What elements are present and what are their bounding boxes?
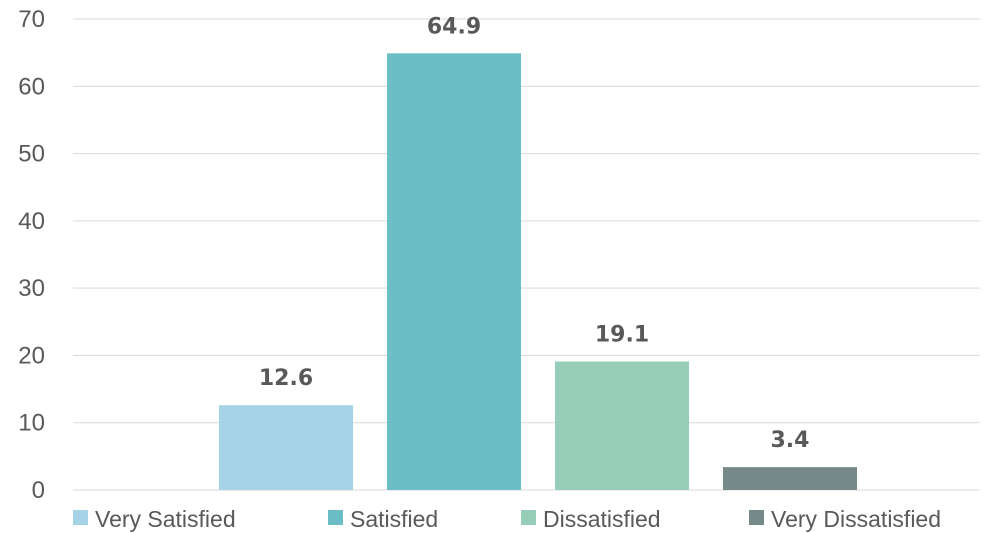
legend-swatch: [749, 510, 764, 525]
legend-label: Very Satisfied: [95, 506, 236, 532]
y-axis-tick-labels: 0 10 20 30 40 50 60 70: [18, 6, 45, 504]
legend-swatch: [521, 510, 536, 525]
bar-dissatisfied: [555, 361, 689, 490]
legend-swatch: [328, 510, 343, 525]
legend-label: Satisfied: [350, 506, 438, 532]
data-label: 3.4: [771, 428, 810, 453]
gridlines: [73, 18, 980, 491]
bar-satisfied: [387, 53, 521, 491]
legend: Very Satisfied Satisfied Dissatisfied Very …: [73, 506, 941, 532]
legend-label: Dissatisfied: [543, 506, 661, 532]
y-tick-label: 20: [18, 342, 45, 369]
data-label: 64.9: [427, 14, 481, 39]
y-tick-label: 30: [18, 275, 45, 302]
y-tick-label: 50: [18, 141, 45, 168]
legend-label: Very Dissatisfied: [771, 506, 941, 532]
y-tick-label: 60: [18, 73, 45, 100]
data-labels: 12.6 64.9 19.1 3.4: [259, 14, 810, 453]
bars: [219, 53, 857, 491]
y-tick-label: 10: [18, 410, 45, 437]
y-tick-label: 0: [32, 477, 45, 504]
data-label: 12.6: [259, 366, 313, 391]
bar-very-satisfied: [219, 405, 353, 490]
legend-swatch: [73, 510, 88, 525]
y-tick-label: 70: [18, 6, 45, 33]
y-tick-label: 40: [18, 208, 45, 235]
bar-very-dissatisfied: [723, 467, 857, 490]
data-label: 19.1: [595, 322, 649, 347]
